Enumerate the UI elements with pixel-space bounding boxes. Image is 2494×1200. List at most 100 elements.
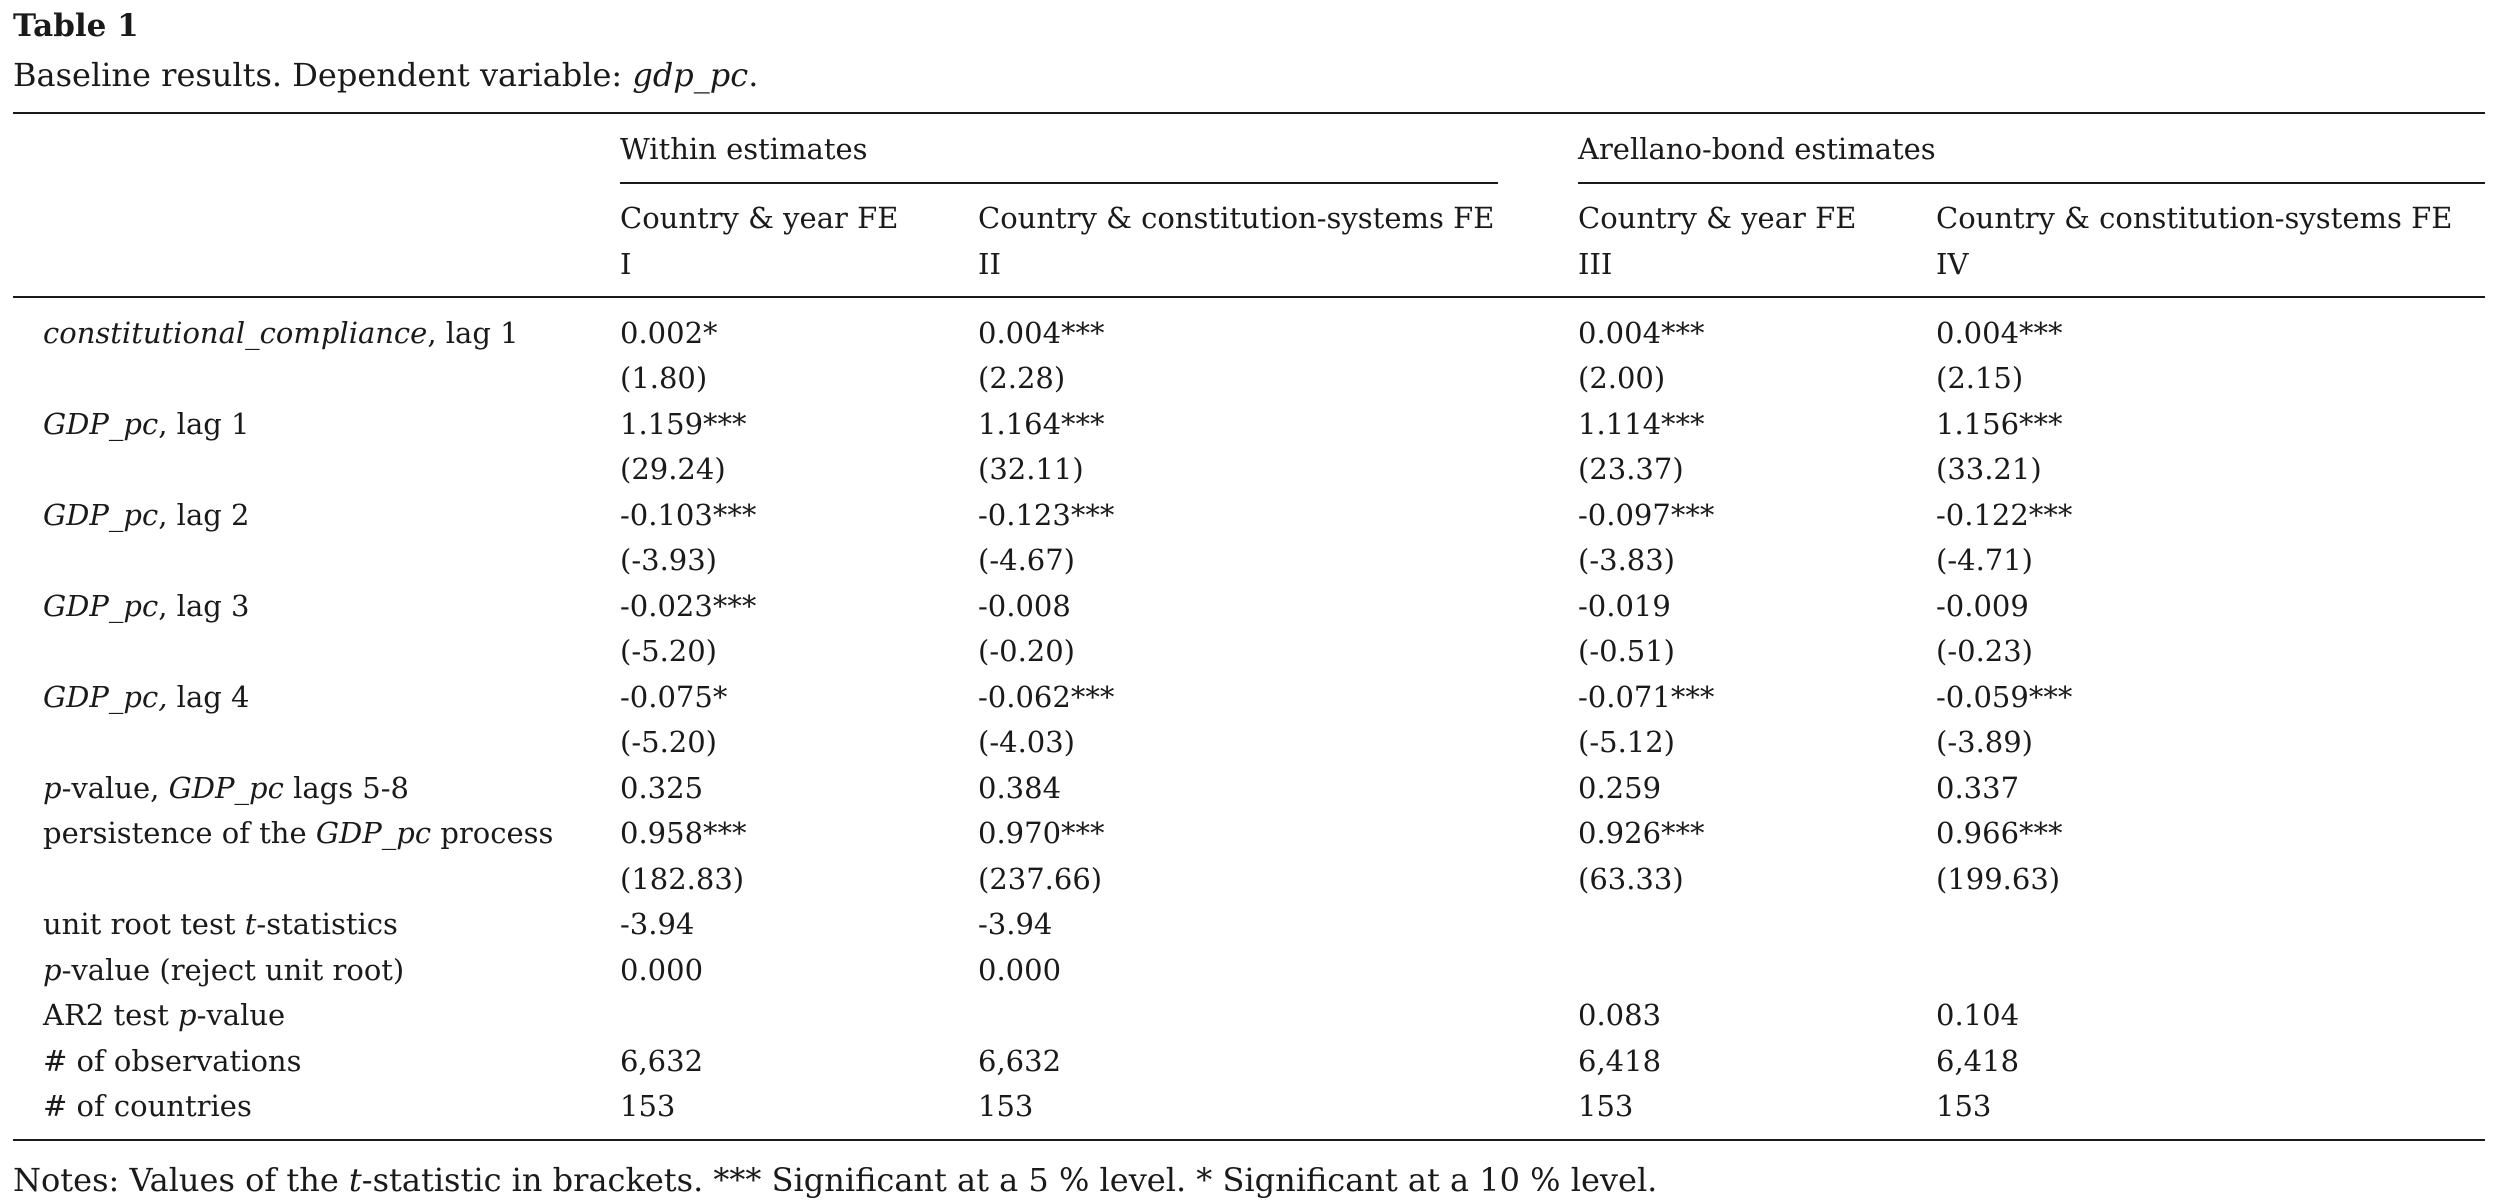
cell-col-iv: 0.004*** bbox=[1936, 316, 2063, 350]
cell-col-iv: (33.21) bbox=[1936, 452, 2042, 487]
row-label: # of countries bbox=[43, 1084, 252, 1129]
column-header-label: Country & constitution-systems FE bbox=[1936, 201, 2453, 235]
cell-col-i: -3.94 bbox=[620, 907, 695, 942]
row-label: GDP_pc, lag 4 bbox=[43, 675, 249, 720]
cell-col-i: (-3.93) bbox=[620, 543, 717, 578]
cell-col-iv: 0.104 bbox=[1936, 998, 2020, 1033]
cell-col-iv: (-0.23) bbox=[1936, 634, 2033, 669]
row-label-text: lags 5-8 bbox=[283, 770, 410, 805]
table-row-t-statistics: (29.24) (32.11) (23.37) (33.21) bbox=[0, 447, 2494, 492]
cell-col-i: -0.075* bbox=[620, 679, 728, 714]
table-row-t-statistics: (-5.20) (-4.03) (-5.12) (-3.89) bbox=[0, 720, 2494, 765]
cell-col-i: 0.000 bbox=[620, 952, 704, 987]
cell-col-iv: (199.63) bbox=[1936, 861, 2061, 896]
row-label: persistence of the GDP_pc process bbox=[43, 811, 553, 856]
cell-col-ii: -0.008 bbox=[978, 588, 1071, 623]
table-notes: Notes: Values of the t-statistic in brac… bbox=[13, 1164, 1657, 1196]
table-row: GDP_pc, lag 4 -0.075* -0.062*** -0.071**… bbox=[0, 675, 2494, 720]
cell-col-iv: -0.059*** bbox=[1936, 679, 2073, 714]
italic-symbol: p bbox=[178, 998, 197, 1033]
row-label-text: process bbox=[431, 816, 554, 851]
cell-col-i: (29.24) bbox=[620, 452, 726, 487]
caption-text: Baseline results. Dependent variable: bbox=[13, 56, 633, 94]
cell-col-i: 153 bbox=[620, 1088, 676, 1123]
cell-col-ii: -0.123*** bbox=[978, 497, 1115, 532]
row-label: # of observations bbox=[43, 1039, 301, 1084]
variable-name: GDP_pc bbox=[43, 588, 159, 623]
column-header-numeral: II bbox=[978, 247, 1001, 281]
caption-variable-name: gdp_pc bbox=[632, 56, 749, 94]
cell-col-iv: 0.337 bbox=[1936, 770, 2020, 805]
cell-col-ii: 0.384 bbox=[978, 770, 1062, 805]
cell-col-ii: (-4.67) bbox=[978, 543, 1075, 578]
table-row: persistence of the GDP_pc process 0.958*… bbox=[0, 811, 2494, 856]
table-row-t-statistics: (182.83) (237.66) (63.33) (199.63) bbox=[0, 857, 2494, 902]
cell-col-i: 0.325 bbox=[620, 770, 704, 805]
table-row: p-value, GDP_pc lags 5-8 0.325 0.384 0.2… bbox=[0, 766, 2494, 811]
top-rule bbox=[13, 112, 2485, 114]
table-row: unit root test t-statistics -3.94 -3.94 bbox=[0, 902, 2494, 947]
column-header-label: Country & year FE bbox=[1578, 201, 1857, 235]
row-label: constitutional_compliance, lag 1 bbox=[43, 311, 519, 356]
cell-col-iii: 153 bbox=[1578, 1088, 1634, 1123]
cell-col-i: (1.80) bbox=[620, 361, 708, 396]
variable-name: GDP_pc bbox=[315, 816, 432, 851]
italic-symbol: t bbox=[244, 907, 257, 942]
cell-col-ii: (-4.03) bbox=[978, 725, 1075, 760]
table-row-t-statistics: (-5.20) (-0.20) (-0.51) (-0.23) bbox=[0, 629, 2494, 674]
cell-col-i: -0.103*** bbox=[620, 497, 757, 532]
table-body: constitutional_compliance, lag 1 0.002* … bbox=[0, 311, 2494, 1129]
cell-col-iv: (2.15) bbox=[1936, 361, 2024, 396]
cell-col-ii: 6,632 bbox=[978, 1043, 1062, 1078]
cell-col-iii: -0.097*** bbox=[1578, 497, 1715, 532]
row-label-text: , lag 2 bbox=[158, 497, 250, 532]
cell-col-iii: (63.33) bbox=[1578, 861, 1684, 896]
row-label: unit root test t-statistics bbox=[43, 902, 398, 947]
cell-col-i: 6,632 bbox=[620, 1043, 704, 1078]
cell-col-i: 0.002* bbox=[620, 316, 718, 350]
cell-col-iii: 0.083 bbox=[1578, 998, 1662, 1033]
variable-name: GDP_pc, bbox=[43, 679, 168, 714]
cell-col-iv: 0.966*** bbox=[1936, 816, 2063, 851]
notes-text: Notes: Values of the bbox=[13, 1161, 349, 1199]
table-number: Table 1 bbox=[13, 8, 139, 44]
notes-text: -statistic in brackets. *** Significant … bbox=[361, 1161, 1658, 1199]
column-header-i: Country & year FE I bbox=[620, 195, 898, 287]
cell-col-i: (-5.20) bbox=[620, 725, 717, 760]
cell-col-iv: -0.009 bbox=[1936, 588, 2029, 623]
table-row: # of countries 153 153 153 153 bbox=[0, 1084, 2494, 1129]
cell-col-iii: (-5.12) bbox=[1578, 725, 1675, 760]
cell-col-iii: (23.37) bbox=[1578, 452, 1684, 487]
cell-col-ii: 0.004*** bbox=[978, 316, 1105, 350]
row-label-text: -value (reject unit root) bbox=[61, 952, 405, 987]
row-label-text: -statistics bbox=[256, 907, 398, 942]
cell-col-i: (-5.20) bbox=[620, 634, 717, 669]
row-label-text: unit root test bbox=[43, 907, 245, 942]
cell-col-iii: 0.259 bbox=[1578, 770, 1662, 805]
cell-col-ii: (237.66) bbox=[978, 861, 1103, 896]
row-label-text: -value bbox=[196, 998, 286, 1033]
cell-col-ii: 0.000 bbox=[978, 952, 1062, 987]
row-label-text: persistence of the bbox=[43, 816, 316, 851]
row-label-text: , lag 1 bbox=[427, 316, 519, 350]
cell-col-iv: 6,418 bbox=[1936, 1043, 2020, 1078]
column-header-iv: Country & constitution-systems FE IV bbox=[1936, 195, 2452, 287]
row-label-text: , lag 1 bbox=[158, 406, 250, 441]
row-label: GDP_pc, lag 1 bbox=[43, 402, 249, 447]
cell-col-i: 0.958*** bbox=[620, 816, 747, 851]
table-row: GDP_pc, lag 3 -0.023*** -0.008 -0.019 -0… bbox=[0, 584, 2494, 629]
group-rule-arellano-bond bbox=[1578, 182, 2485, 184]
column-header-label: Country & constitution-systems FE bbox=[978, 201, 1495, 235]
cell-col-iii: (-3.83) bbox=[1578, 543, 1675, 578]
cell-col-ii: -3.94 bbox=[978, 907, 1053, 942]
table-row-t-statistics: (-3.93) (-4.67) (-3.83) (-4.71) bbox=[0, 538, 2494, 583]
caption-period: . bbox=[748, 56, 759, 94]
cell-col-i: 1.159*** bbox=[620, 406, 747, 441]
column-header-numeral: IV bbox=[1936, 247, 1969, 281]
cell-col-ii: 1.164*** bbox=[978, 406, 1105, 441]
italic-symbol: p bbox=[43, 952, 62, 987]
cell-col-iii: -0.019 bbox=[1578, 588, 1671, 623]
cell-col-iii: -0.071*** bbox=[1578, 679, 1715, 714]
cell-col-ii: 153 bbox=[978, 1088, 1034, 1123]
